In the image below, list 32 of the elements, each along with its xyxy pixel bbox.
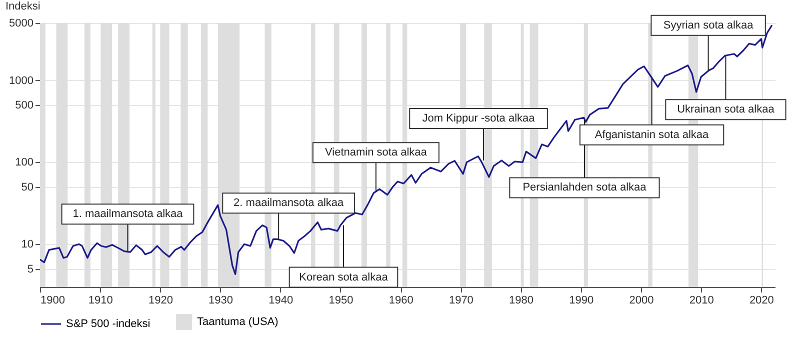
annotation: Persianlahden sota alkaa bbox=[522, 182, 648, 194]
annotation: Vietnamin sota alkaa bbox=[324, 146, 428, 159]
annotation: Korean sota alkaa bbox=[299, 271, 389, 284]
y-tick-label: 10 bbox=[21, 238, 34, 251]
x-tick-label: 1950 bbox=[328, 294, 354, 306]
y-tick-label: 50 bbox=[21, 181, 34, 194]
y-axis-title: Indeksi bbox=[6, 0, 40, 12]
annotation: Afganistanin sota alkaa bbox=[594, 128, 710, 141]
y-tick-label: 100 bbox=[15, 156, 34, 169]
y-tick-label: 500 bbox=[15, 99, 34, 112]
x-tick-label: 1910 bbox=[88, 294, 113, 306]
x-tick-label: 1920 bbox=[148, 294, 173, 306]
legend-label: Taantuma (USA) bbox=[197, 316, 278, 328]
x-tick-label: 1940 bbox=[268, 294, 294, 306]
annotation: Jom Kippur -sota alkaa bbox=[422, 112, 536, 124]
annotation: 1. maailmansota alkaa bbox=[72, 208, 184, 220]
x-tick-label: 1990 bbox=[569, 294, 594, 306]
x-tick-label: 1980 bbox=[509, 294, 534, 306]
y-tick-label: 5 bbox=[27, 263, 34, 276]
x-tick-label: 1970 bbox=[448, 294, 474, 306]
y-tick-label: 5000 bbox=[9, 18, 34, 30]
annotation: 2. maailmansota alkaa bbox=[234, 197, 344, 210]
y-tick-label: 1000 bbox=[9, 74, 34, 87]
x-tick-label: 2020 bbox=[749, 294, 774, 306]
x-tick-label: 1960 bbox=[388, 294, 414, 306]
annotation: Ukrainan sota alkaa bbox=[677, 104, 776, 116]
x-tick-label: 1930 bbox=[208, 294, 234, 306]
x-tick-label: 1900 bbox=[40, 294, 65, 306]
x-tick-label: 2010 bbox=[689, 294, 714, 306]
x-tick-label: 2000 bbox=[629, 294, 654, 306]
legend-label: S&P 500 -indeksi bbox=[66, 318, 150, 330]
annotation: Syyrian sota alkaa bbox=[663, 19, 754, 32]
